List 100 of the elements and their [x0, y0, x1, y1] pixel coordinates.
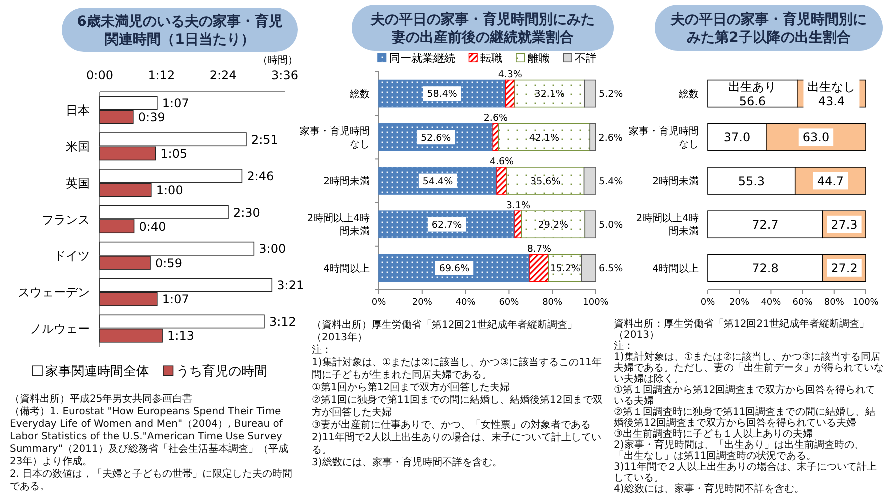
y-tick-label: 4時間以上: [652, 262, 699, 275]
x-tick-label: 60%: [792, 298, 814, 308]
chart-title: 6歳未満児のいる夫の家事・育児関連時間（1日当たり）: [77, 12, 283, 48]
data-label: 29.2%: [538, 220, 569, 232]
data-label: 0:40: [139, 220, 166, 234]
bar: [514, 80, 586, 108]
data-label: 1:07: [162, 292, 190, 307]
data-label: 52.6%: [420, 132, 452, 144]
data-label: 5.0%: [599, 220, 624, 232]
data-label: 3:21: [277, 278, 304, 293]
data-label: 2:51: [251, 132, 278, 147]
data-label: 44.7: [817, 174, 844, 188]
y-tick-label: 英国: [66, 176, 90, 190]
x-tick-label: 0%: [372, 298, 387, 308]
data-label: 27.2: [831, 262, 858, 276]
title: 夫の平日の家事・育児時間別にみた妻の出産前後の継続就業割合: [352, 5, 614, 51]
data-label: 63.0: [802, 130, 830, 145]
data-label: 56.6: [739, 94, 766, 108]
x-tick-label: 100%: [583, 298, 610, 308]
bar: [521, 210, 586, 239]
data-label: 3.1%: [506, 200, 530, 212]
bar: [584, 210, 596, 239]
bar: [584, 80, 596, 108]
data-label: 5.2%: [599, 89, 624, 100]
x-tick-label: 100%: [853, 298, 880, 308]
bar: [581, 254, 596, 282]
y-tick-label: 総数: [678, 88, 699, 100]
y-tick-label: 2時間以上4時間未満: [636, 212, 699, 238]
y-tick-label: ドイツ: [54, 249, 90, 264]
y-tick-label: ノルウェー: [30, 322, 90, 336]
data-label: 42.1%: [529, 132, 560, 144]
data-label: 2:46: [247, 169, 274, 184]
data-label: 0:59: [156, 256, 182, 270]
data-label: 27.3: [831, 218, 858, 232]
data-label: 62.7%: [432, 220, 462, 232]
y-tick-label: 4時間以上: [324, 262, 370, 275]
bar: [590, 123, 596, 152]
series-label: 出生あり: [728, 80, 777, 94]
bar: [492, 123, 500, 152]
x-tick-label: 2:24: [210, 68, 237, 82]
x-tick-label: 3:36: [272, 68, 298, 82]
y-tick-label: スウェーデン: [18, 286, 90, 300]
data-label: 1:00: [156, 183, 184, 198]
title: 夫の平日の家事・育児時間別にみた第2子以降の出生割合: [655, 5, 883, 51]
bar: [506, 167, 585, 195]
y-tick-label: 総数: [349, 88, 370, 100]
data-label: 58.4%: [427, 89, 458, 100]
y-tick-label: フランス: [42, 212, 90, 227]
x-tick-label: 1:12: [148, 68, 176, 82]
data-label: 8.7%: [527, 244, 552, 255]
x-tick-label: 40%: [761, 298, 782, 308]
data-label: 72.8: [752, 262, 779, 276]
x-tick-label: 20%: [730, 298, 750, 308]
y-tick-label: 米国: [66, 140, 90, 154]
legend-label: うち育児の時間: [176, 364, 268, 380]
legend-label: 家事関連時間全体: [46, 364, 150, 380]
data-label: 43.4: [818, 94, 846, 108]
data-label: 35.6%: [530, 176, 561, 188]
notes: （資料出所）平成25年男女共同参画白書 （備考）1. Eurostat "How Europeans Spend Their Time Everyday Life of Women and Men"（2004）, Bureau of Labor Statistics of the U.S."American Time Use Survey Summary"（2011）及び総務省「社会生活基本調査」（平成23年）より作成。 2. 日本の数値は，「夫婦と子どもの世帯」に限定した夫の時間である。: [10, 394, 293, 492]
y-tick-label: 日本: [66, 104, 90, 118]
data-label: 15.2%: [550, 264, 580, 275]
data-label: 55.3: [738, 174, 766, 188]
series-label: 出生なし: [808, 80, 856, 94]
x-tick-label: 80%: [824, 298, 845, 308]
data-label: 2.6%: [484, 113, 508, 124]
data-label: 3:00: [259, 242, 286, 256]
bar: [584, 167, 596, 195]
bar: [530, 254, 550, 282]
x-tick-label: 80%: [542, 298, 564, 308]
legend-label: 転職: [480, 52, 502, 65]
data-label: 72.7: [752, 218, 779, 232]
title: 6歳未満児のいる夫の家事・育児関連時間（1日当たり）: [62, 8, 298, 52]
data-label: 1:07: [162, 96, 190, 110]
chart-title: 夫の平日の家事・育児時間別にみた第2子以降の出生割合: [670, 10, 867, 46]
y-tick-label: 家事・育児時間なし: [300, 126, 370, 150]
data-label: 1:05: [160, 147, 188, 162]
data-label: 4.3%: [498, 70, 522, 81]
bar: [514, 210, 522, 239]
legend-label: 離職: [528, 52, 550, 65]
bar: [496, 167, 508, 195]
data-label: 37.0: [724, 130, 751, 145]
x-tick-label: 60%: [499, 298, 520, 308]
x-tick-label: 20%: [412, 298, 433, 308]
notes: （資料出所）厚生労働省「第12回21世紀成年者縦断調査」（2013年） 注： 1)集計対象は、①または②に該当し、かつ③に該当するこの11年間に子どもが生まれた同居夫婦である。 ①第1回から第12回まで双方が回答した夫婦 ②第1回に独身で第11回までの間に結婚し、結婚後第12回まで双方が回答した夫婦 ③妻が出産前に仕事ありで、かつ、「女性票」の対象者である 2)11年間で2人以上出生ありの場合は、末子について計上している。 3)総数には、家事・育児時間不詳を含む。: [312, 320, 603, 468]
notes: 資料出所：厚生労働省「第12回21世紀成年者縦断調査」（2013） 注： 1)集計対象は、①または②に該当し、かつ③に該当する同居夫婦である。ただし、妻の「出生前データ」が得られていない夫婦は除く。 ①第１回調査から第12回調査まで双方から回答を得られている夫婦 ②第１回調査時に独身で第11回調査までの間に結婚し、結婚後第12回調査まで双方から回答を得られている夫婦 ③出生前調査時に子ども１人以上ありの夫婦 2)家事・育児時間は、「出生あり」は出生前調査時の、「出生なし」は第11回調査時の状況である。 3)11年間で２人以上出生ありの場合は、末子について計上している。 4)総数には、家事・育児時間不詳を含む。: [614, 319, 884, 496]
data-label: 2.6%: [598, 132, 623, 144]
x-axis-title: （時間）: [258, 54, 298, 67]
y-tick-label: 家事・育児時間なし: [629, 126, 699, 150]
data-label: 4.6%: [490, 156, 514, 168]
data-label: 5.4%: [599, 176, 624, 188]
legend-label: 不詳: [575, 52, 597, 65]
bar: [498, 123, 591, 152]
data-label: 2:30: [233, 206, 260, 220]
data-label: 6.5%: [599, 264, 624, 275]
chart-title: 夫の平日の家事・育児時間別にみた妻の出産前後の継続就業割合: [370, 10, 595, 46]
data-label: 54.4%: [422, 176, 454, 188]
y-tick-label: 2時間未満: [652, 176, 699, 188]
y-tick-label: 2時間未満: [324, 176, 370, 188]
data-label: 32.1%: [534, 89, 565, 100]
y-tick-label: 2時間以上4時間未満: [307, 212, 370, 238]
